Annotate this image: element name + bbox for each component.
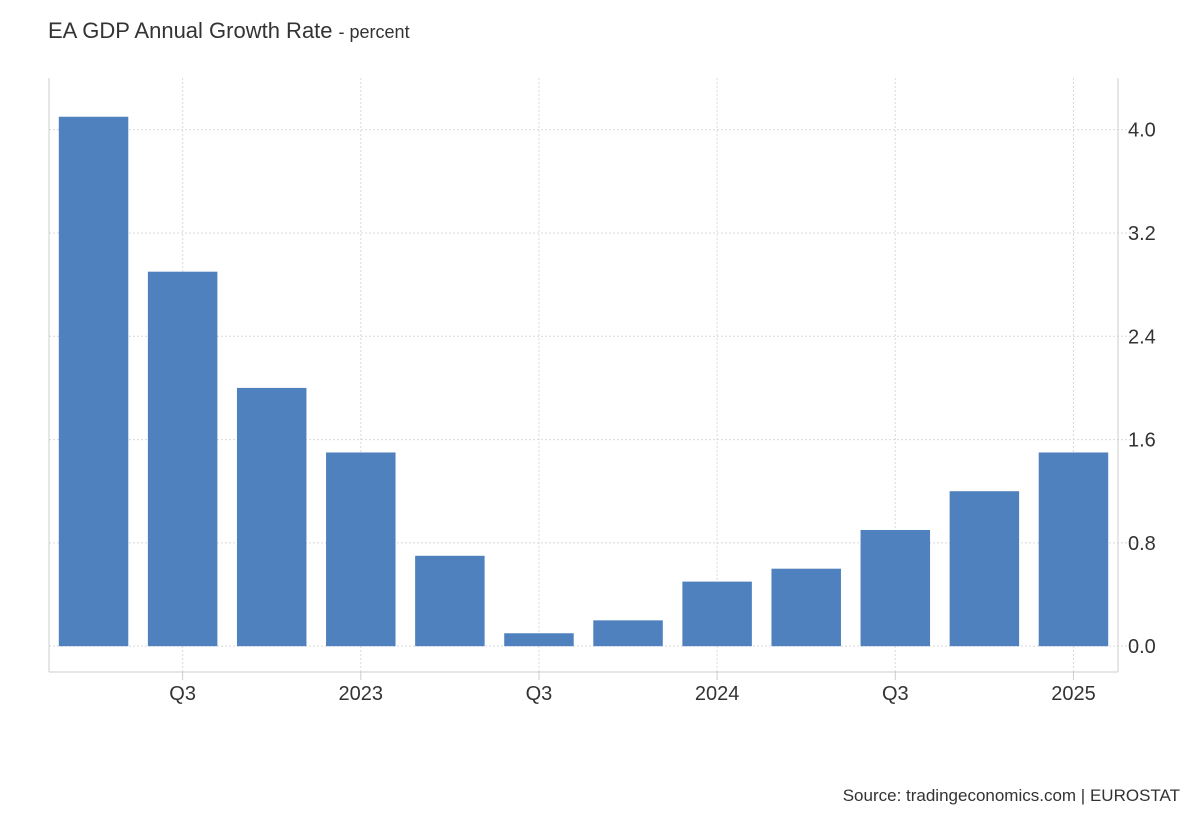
y-tick-label: 0.0	[1128, 636, 1156, 658]
bar	[236, 387, 307, 647]
bar	[593, 620, 663, 647]
x-tick-label: 2025	[1051, 683, 1096, 705]
axes	[48, 78, 1119, 680]
bar	[860, 529, 931, 647]
y-tick-label: 0.8	[1128, 533, 1156, 555]
bar	[682, 581, 752, 647]
bar	[1038, 452, 1109, 647]
x-tick-label: Q3	[526, 683, 553, 705]
bar	[147, 271, 218, 647]
y-tick-label: 2.4	[1128, 326, 1156, 348]
bar	[415, 555, 485, 647]
y-axis-ticks: 0.0 0.8 1.6 2.4 3.2 4.0	[1128, 120, 1156, 659]
y-tick-label: 1.6	[1128, 430, 1156, 452]
chart-title: EA GDP Annual Growth Rate	[48, 18, 333, 43]
chart-header: EA GDP Annual Growth Rate - percent	[48, 18, 410, 44]
bar	[771, 568, 841, 647]
chart-subtitle: - percent	[338, 22, 410, 42]
source-note: Source: tradingeconomics.com | EUROSTAT	[842, 786, 1180, 805]
bars	[58, 116, 1109, 647]
bar	[58, 116, 129, 647]
y-tick-label: 3.2	[1128, 223, 1156, 245]
bar	[504, 633, 574, 647]
x-tick-label: Q3	[169, 683, 196, 705]
x-tick-label: Q3	[882, 683, 909, 705]
x-axis-ticks: Q3 2023 Q3 2024 Q3 2025	[169, 683, 1095, 705]
bar	[326, 452, 396, 647]
x-tick-label: 2023	[339, 683, 384, 705]
y-tick-label: 4.0	[1128, 120, 1156, 142]
x-tick-label: 2024	[695, 683, 740, 705]
bar	[949, 491, 1020, 647]
